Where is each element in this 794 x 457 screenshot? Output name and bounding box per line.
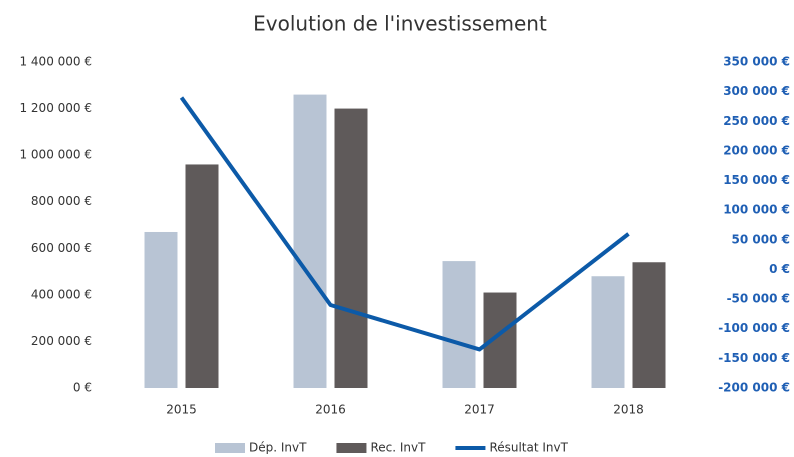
bar: [185, 164, 219, 388]
legend-label: Rec. InvT: [370, 441, 426, 455]
y-tick-label: 400 000 €: [31, 287, 92, 301]
y-tick-label: 1 400 000 €: [19, 55, 92, 69]
y2-tick-label: 0 €: [769, 262, 790, 276]
y2-tick-label: -100 000 €: [718, 321, 790, 335]
y-tick-label: 600 000 €: [31, 241, 92, 255]
y-tick-label: 800 000 €: [31, 194, 92, 208]
x-tick-label: 2018: [613, 403, 644, 417]
legend-swatch: [336, 443, 367, 453]
y2-tick-label: 200 000 €: [723, 143, 790, 157]
y-tick-label: 1 000 000 €: [19, 148, 92, 162]
bar: [591, 276, 625, 388]
y-tick-label: 200 000 €: [31, 334, 92, 348]
y2-tick-label: -50 000 €: [727, 292, 790, 306]
y2-tick-label: 150 000 €: [723, 173, 790, 187]
y2-tick-label: 50 000 €: [732, 232, 790, 246]
legend-label: Dép. InvT: [249, 441, 307, 455]
y-tick-label: 1 200 000 €: [19, 101, 92, 115]
bar: [293, 94, 327, 388]
y2-tick-label: -150 000 €: [718, 351, 790, 365]
bar: [334, 108, 368, 389]
chart-title: Evolution de l'investissement: [253, 12, 547, 36]
y2-tick-label: -200 000 €: [718, 381, 790, 395]
bar: [144, 231, 178, 388]
y2-tick-label: 350 000 €: [723, 55, 790, 69]
y2-tick-label: 300 000 €: [723, 84, 790, 98]
bar: [632, 262, 666, 388]
line: [179, 96, 630, 352]
x-tick-label: 2015: [166, 403, 197, 417]
x-tick-label: 2017: [464, 403, 495, 417]
y-tick-label: 0 €: [73, 381, 92, 395]
bar: [442, 261, 476, 388]
x-tick-label: 2016: [315, 403, 346, 417]
y2-tick-label: 100 000 €: [723, 203, 790, 217]
legend-label: Résultat InvT: [489, 441, 568, 455]
y2-tick-label: 250 000 €: [723, 114, 790, 128]
legend-swatch: [215, 443, 245, 453]
